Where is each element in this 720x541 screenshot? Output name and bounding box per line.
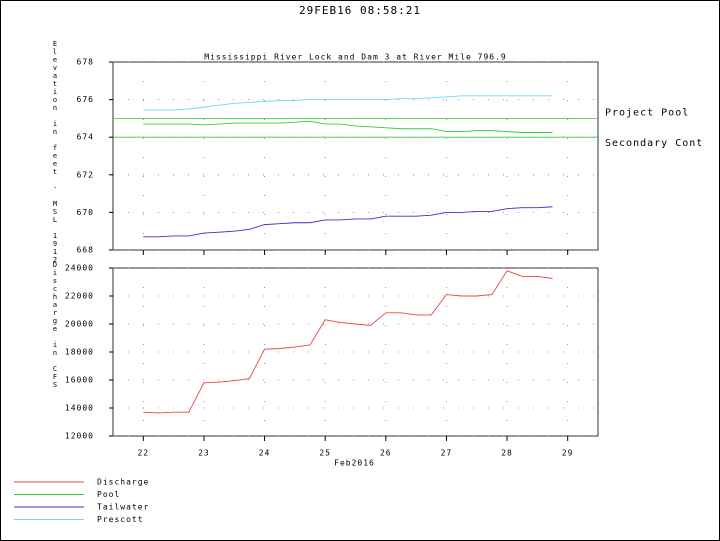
x-axis-label: Feb2016 xyxy=(334,459,375,468)
x-tick-label: 23 xyxy=(198,449,210,458)
reference-label: Project Pool xyxy=(605,107,689,118)
y-tick-label: 678 xyxy=(77,58,94,67)
y-tick-label: 670 xyxy=(77,208,94,217)
plot-frame xyxy=(112,61,599,251)
x-tick-label: 27 xyxy=(441,449,453,458)
y-axis-label: Elevation in feet - MSL 1912 xyxy=(51,40,59,264)
y-tick-label: 668 xyxy=(77,246,94,255)
y-tick-label: 674 xyxy=(77,133,94,142)
legend-label: Tailwater xyxy=(97,503,149,512)
reference-label: Secondary Cont xyxy=(605,138,703,149)
y-axis-label: Discharge in CFS xyxy=(51,261,59,389)
y-tick-label: 676 xyxy=(77,95,94,104)
chart-title: Mississippi River Lock and Dam 3 at Rive… xyxy=(204,53,506,62)
series-line xyxy=(143,206,553,238)
y-tick-label: 16000 xyxy=(65,376,94,385)
y-tick-label: 12000 xyxy=(65,432,94,441)
x-tick-label: 22 xyxy=(137,449,149,458)
x-tick-label: 29 xyxy=(562,449,574,458)
x-tick-label: 24 xyxy=(259,449,271,458)
legend-label: Pool xyxy=(97,490,120,499)
series-line xyxy=(143,95,553,111)
x-tick-label: 28 xyxy=(501,449,513,458)
legend-label: Prescott xyxy=(97,515,144,524)
y-tick-label: 14000 xyxy=(65,404,94,413)
x-tick-label: 25 xyxy=(319,449,331,458)
series-line xyxy=(143,270,553,414)
timestamp: 29FEB16 08:58:21 xyxy=(299,4,421,17)
y-tick-label: 24000 xyxy=(65,264,94,273)
x-tick-label: 26 xyxy=(380,449,392,458)
series-line xyxy=(143,120,553,133)
y-tick-label: 18000 xyxy=(65,348,94,357)
legend-label: Discharge xyxy=(97,478,149,487)
y-tick-label: 672 xyxy=(77,170,94,179)
y-tick-label: 20000 xyxy=(65,320,94,329)
y-tick-label: 22000 xyxy=(65,292,94,301)
